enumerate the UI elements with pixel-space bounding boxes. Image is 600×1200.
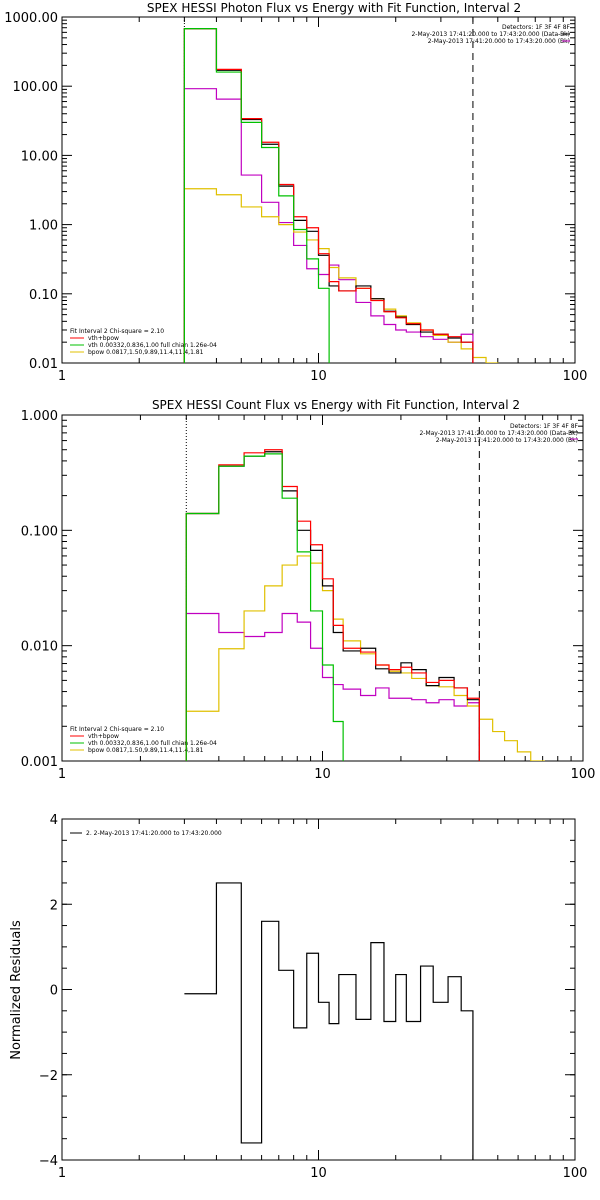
chart2-xtick-label: 10 — [314, 767, 331, 782]
photon-fit-line-1: Fit Interval 2 Chi-square = 2.10 — [70, 328, 164, 335]
photon-legend-data: 2-May-2013 17:41:20.000 to 17:43:20.000 … — [411, 31, 570, 38]
chart2-ytick-label: 1.000 — [21, 409, 58, 424]
chart2-xtick-label: 1 — [58, 767, 66, 782]
chart2-ytick-label: 0.100 — [21, 524, 58, 539]
residuals-ylabel: Normalized Residuals — [9, 920, 24, 1060]
residuals-legend-text: 2. 2-May-2013 17:41:20.000 to 17:43:20.0… — [86, 830, 222, 837]
chart1-ytick-label: 10.00 — [21, 149, 58, 164]
chart2-ytick-label: 0.010 — [21, 640, 58, 655]
chart1-xtick-label: 10 — [310, 369, 327, 384]
chart2-series-data — [185, 451, 480, 761]
chart3-ytick-label: −2 — [39, 1069, 58, 1084]
chart1-ytick-label: 0.01 — [29, 357, 58, 372]
count-fit-line-4: bpow 0.0817,1.50,9.89,11.4,11.4,1.81 — [88, 747, 204, 754]
chart2-series-fit-total — [185, 449, 480, 761]
photon-fit-line-4: bpow 0.0817,1.50,9.89,11.4,11.4,1.81 — [88, 349, 204, 356]
photon-flux-title: SPEX HESSI Photon Flux vs Energy with Fi… — [147, 1, 521, 15]
chart3-xtick-label: 100 — [563, 1166, 588, 1181]
count-flux-panel: SPEX HESSI Count Flux vs Energy with Fit… — [21, 398, 596, 782]
photon-fit-line-2: vth+bpow — [88, 335, 119, 342]
photon-flux-frame — [61, 16, 576, 364]
chart3-ytick-label: 4 — [50, 813, 58, 828]
chart1-ytick-label: 0.10 — [29, 288, 58, 303]
photon-fit-line-3: vth 0.00332,0.836,1.00 full chian 1.26e-… — [88, 342, 217, 349]
count-fit-line-3: vth 0.00332,0.836,1.00 full chian 1.26e-… — [88, 740, 217, 747]
count-fit-line-1: Fit Interval 2 Chi-square = 2.10 — [70, 726, 164, 733]
chart1-series-vth — [183, 27, 330, 363]
chart3-series-residual — [184, 882, 474, 1160]
count-legend-data: 2-May-2013 17:41:20.000 to 17:43:20.000 … — [419, 430, 578, 437]
count-legend-bk: 2-May-2013 17:41:20.000 to 17:43:20.000 … — [436, 437, 578, 444]
chart1-ytick-label: 100.00 — [13, 80, 59, 95]
chart2-ytick-label: 0.001 — [21, 755, 58, 770]
count-fit-line-2: vth+bpow — [88, 733, 119, 740]
chart1-ytick-label: 1000.00 — [4, 11, 58, 26]
chart3-xtick-label: 1 — [58, 1166, 66, 1181]
count-legend-detectors: Detectors: 1F 3F 4F 8F — [510, 423, 579, 430]
chart1-xtick-label: 1 — [58, 369, 66, 384]
chart2-series-background — [185, 612, 480, 761]
chart2-series-bpow — [185, 555, 545, 761]
chart1-series-bpow — [183, 188, 499, 363]
chart1-ytick-label: 1.00 — [29, 219, 58, 234]
chart2-series-vth — [185, 453, 344, 761]
chart3-xtick-label: 10 — [310, 1166, 327, 1181]
chart1-xtick-label: 100 — [563, 369, 588, 384]
residuals-panel: Normalized Residuals 2. 2-May-2013 17:41… — [9, 813, 587, 1181]
photon-legend-bk: 2-May-2013 17:41:20.000 to 17:43:20.000 … — [428, 38, 570, 45]
chart2-xtick-label: 100 — [571, 767, 596, 782]
chart3-ytick-label: −4 — [39, 1154, 58, 1169]
photon-flux-panel: SPEX HESSI Photon Flux vs Energy with Fi… — [4, 1, 588, 384]
photon-legend-detectors: Detectors: 1F 3F 4F 8F — [502, 24, 571, 31]
chart3-ytick-label: 2 — [50, 898, 58, 913]
chart1-series-background — [183, 88, 474, 363]
count-flux-title: SPEX HESSI Count Flux vs Energy with Fit… — [152, 398, 520, 412]
chart3-ytick-label: 0 — [50, 984, 58, 999]
